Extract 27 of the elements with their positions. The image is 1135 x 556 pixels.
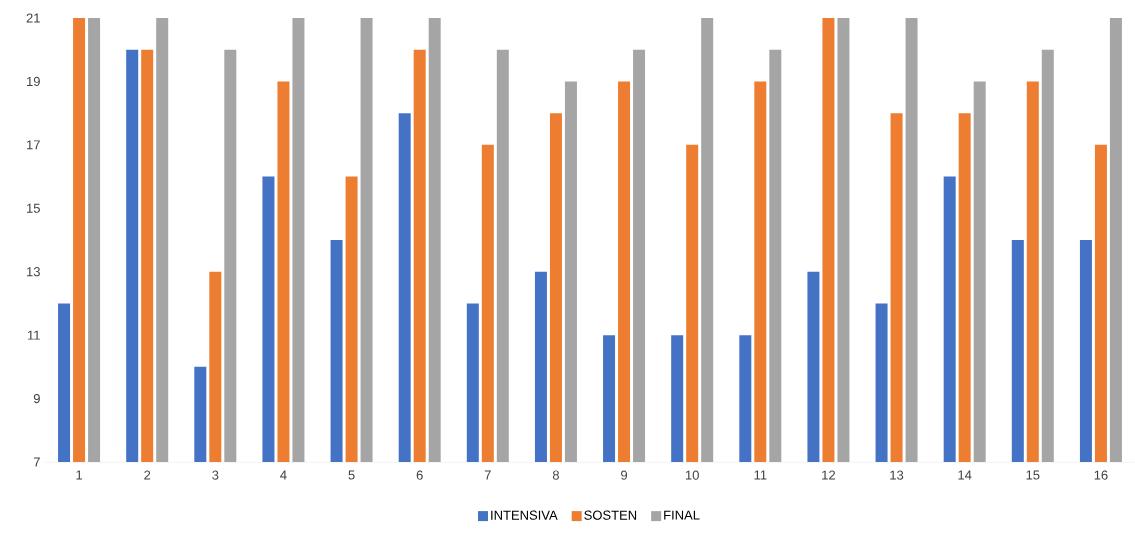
x-tick-label: 11 [754, 470, 767, 480]
x-tick-label: 8 [552, 470, 559, 480]
y-tick-label: 7 [33, 457, 40, 467]
x-tick-label: 5 [348, 470, 355, 480]
y-tick-label: 17 [27, 140, 40, 150]
y-tick-label: 19 [27, 76, 40, 87]
x-tick-label: 13 [890, 470, 904, 480]
y-tick-label: 15 [27, 203, 40, 213]
x-tick-label: 1 [76, 470, 83, 480]
x-tick-label: 14 [958, 470, 972, 480]
x-tick-label: 3 [212, 470, 219, 480]
y-tick-label: 11 [27, 330, 40, 340]
x-tick-label: 9 [621, 470, 628, 480]
y-tick-label: 9 [33, 393, 40, 404]
x-tick-label: 16 [1094, 470, 1108, 480]
x-tick-label: 12 [822, 470, 835, 480]
x-tick-label: 10 [685, 470, 699, 480]
x-tick-label: 4 [280, 470, 287, 480]
y-tick-label: 21 [26, 13, 40, 23]
x-tick-label: 6 [416, 470, 423, 480]
legend-label: INTENSIVA [491, 510, 558, 520]
x-tick-label: 2 [144, 470, 151, 480]
x-tick-label: 15 [1026, 470, 1040, 480]
legend-label: FINAL [664, 510, 700, 520]
legend-label: SOSTEN [584, 510, 637, 520]
x-tick-label: 7 [484, 470, 491, 480]
y-tick-label: 13 [27, 267, 40, 277]
